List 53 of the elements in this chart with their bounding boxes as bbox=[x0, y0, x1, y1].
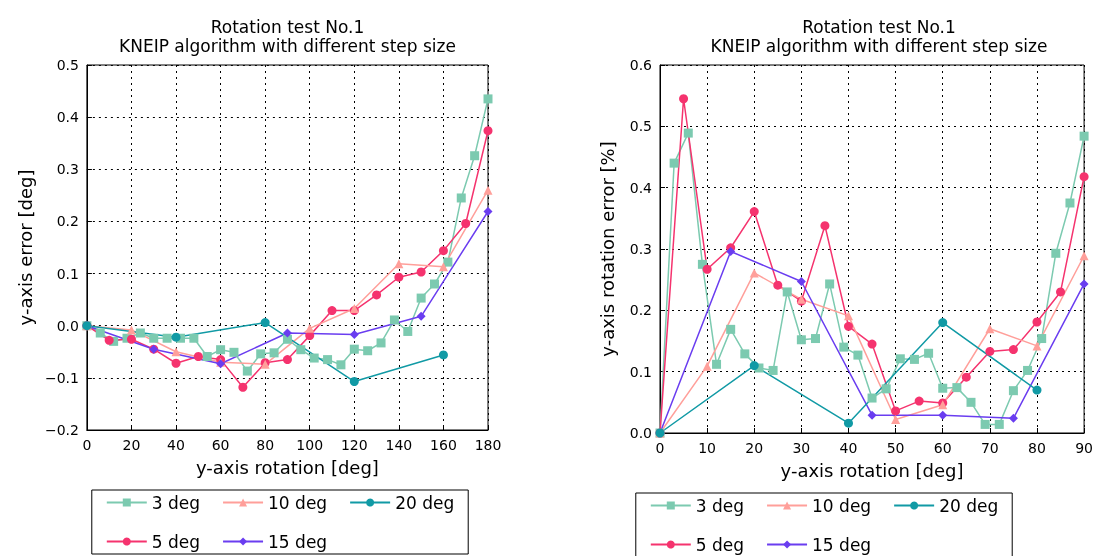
x-tick-label: 80 bbox=[1028, 440, 1046, 456]
x-tick-label: 80 bbox=[256, 437, 275, 453]
x-tick-label: 20 bbox=[745, 440, 764, 456]
x-tick-label: 0 bbox=[82, 437, 92, 453]
y-tick-label: 0.0 bbox=[56, 317, 79, 334]
chart-subtitle: KNEIP algorithm with different step size bbox=[119, 35, 456, 56]
y-tick-label: 0.3 bbox=[629, 241, 652, 257]
x-tick-label: 160 bbox=[430, 437, 457, 453]
x-tick-label: 50 bbox=[886, 440, 905, 456]
x-tick-label: 90 bbox=[1075, 440, 1094, 456]
x-tick-label: 40 bbox=[167, 437, 185, 453]
y-tick-label: 0.1 bbox=[629, 363, 652, 380]
y-tick-label: −0.2 bbox=[44, 422, 79, 438]
legend-label: 5 deg bbox=[695, 534, 745, 555]
y-tick-label: 0.2 bbox=[56, 213, 79, 230]
y-tick-label: 0.4 bbox=[629, 179, 653, 196]
x-tick-label: 0 bbox=[655, 440, 665, 456]
y-tick-label: 0.6 bbox=[629, 57, 653, 73]
x-tick-label: 40 bbox=[839, 440, 858, 456]
x-axis-title: y-axis rotation [deg] bbox=[780, 459, 964, 481]
legend-label: 15 deg bbox=[812, 534, 872, 555]
legend-label: 15 deg bbox=[268, 531, 328, 552]
y-axis-title: y-axis rotation error [%] bbox=[596, 141, 618, 357]
legend-label: 5 deg bbox=[151, 531, 201, 552]
y-tick-label: 0.2 bbox=[629, 302, 652, 319]
y-tick-label: 0.3 bbox=[56, 161, 79, 178]
chart-title: Rotation test No.1 bbox=[802, 16, 956, 37]
x-tick-label: 100 bbox=[296, 437, 324, 453]
y-tick-label: 0.5 bbox=[629, 118, 652, 135]
x-tick-label: 60 bbox=[933, 440, 952, 456]
y-tick-label: 0.4 bbox=[56, 109, 79, 126]
y-tick-label: 0.5 bbox=[56, 57, 79, 73]
legend-label: 20 deg bbox=[395, 492, 455, 513]
legend-label: 20 deg bbox=[939, 495, 999, 516]
x-tick-label: 60 bbox=[211, 437, 230, 453]
x-tick-label: 20 bbox=[122, 437, 141, 453]
x-axis-title: y-axis rotation [deg] bbox=[195, 456, 379, 478]
y-tick-label: 0.1 bbox=[56, 265, 79, 282]
x-tick-label: 120 bbox=[340, 437, 368, 453]
legend-label: 3 deg bbox=[695, 495, 745, 516]
chart-title: Rotation test No.1 bbox=[210, 16, 365, 37]
x-tick-label: 30 bbox=[792, 440, 811, 456]
legend-label: 3 deg bbox=[151, 492, 201, 513]
x-tick-label: 180 bbox=[474, 437, 502, 453]
x-tick-label: 140 bbox=[385, 437, 413, 453]
legend-label: 10 deg bbox=[812, 495, 872, 516]
x-tick-label: 70 bbox=[980, 440, 999, 456]
y-axis-title: y-axis error [deg] bbox=[14, 169, 36, 326]
chart-subtitle: KNEIP algorithm with different step size bbox=[710, 35, 1048, 56]
legend-label: 10 deg bbox=[268, 492, 328, 513]
y-tick-label: −0.1 bbox=[44, 369, 79, 386]
x-tick-label: 10 bbox=[698, 440, 717, 456]
y-tick-label: 0.0 bbox=[629, 425, 652, 441]
